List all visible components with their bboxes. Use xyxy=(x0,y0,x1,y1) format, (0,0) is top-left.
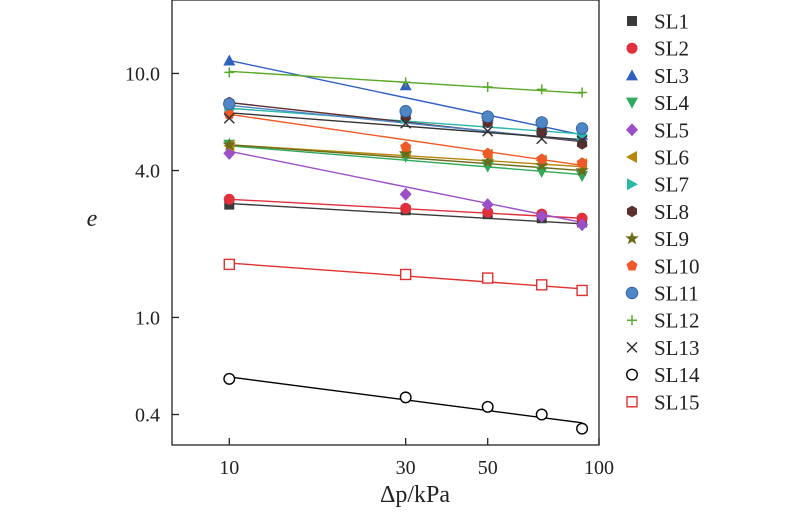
point-sl15 xyxy=(536,279,548,291)
point-sl9 xyxy=(399,146,413,160)
legend-marker-sl6 xyxy=(626,151,637,163)
y-axis-ticks: 0.4 1.0 4.0 10.0 xyxy=(125,63,179,427)
point-sl5 xyxy=(399,187,412,201)
legend-label-sl2: SL2 xyxy=(654,37,689,61)
x-tick-label: 50 xyxy=(478,457,498,479)
x-tick-label: 10 xyxy=(219,457,239,479)
point-sl5 xyxy=(481,198,494,212)
point-sl12 xyxy=(536,84,547,95)
fit-line-sl10 xyxy=(229,113,583,167)
legend-marker-sl3 xyxy=(626,69,638,81)
legend-marker-sl11 xyxy=(625,286,639,300)
point-sl15 xyxy=(482,272,494,284)
point-sl14 xyxy=(223,372,236,385)
legend-marker-sl15 xyxy=(626,396,638,408)
y-tick-label: 0.4 xyxy=(135,405,160,427)
point-sl12 xyxy=(400,77,411,88)
point-sl14 xyxy=(481,400,494,413)
legend-label-sl3: SL3 xyxy=(654,64,689,88)
legend-label-sl10: SL10 xyxy=(654,254,700,278)
point-sl10 xyxy=(482,147,494,159)
point-sl12 xyxy=(482,81,493,92)
legend-label-sl12: SL12 xyxy=(654,309,700,333)
point-sl14 xyxy=(535,408,548,421)
point-sl5 xyxy=(535,209,548,223)
legend-label-sl13: SL13 xyxy=(654,336,700,360)
point-sl2 xyxy=(482,206,494,218)
legend-label-sl1: SL1 xyxy=(654,10,689,34)
legend-marker-sl8 xyxy=(627,205,637,218)
x-tick-label: 30 xyxy=(396,457,416,479)
legend: SL1 SL2 SL3 SL4 SL5 SL6 SL7 SL8 SL9 SL10 SL11 SL12 S… xyxy=(625,10,700,414)
point-sl2 xyxy=(223,193,235,205)
point-sl9 xyxy=(222,137,236,151)
legend-label-sl15: SL15 xyxy=(654,390,700,414)
plot-area xyxy=(171,0,600,446)
point-sl11 xyxy=(399,105,412,118)
point-sl13 xyxy=(223,112,235,124)
point-sl3 xyxy=(223,54,236,66)
point-sl14 xyxy=(399,391,412,404)
point-sl15 xyxy=(223,258,235,271)
point-sl15 xyxy=(399,268,412,281)
point-sl13 xyxy=(400,117,412,129)
x-axis-title: Δp/kPa xyxy=(380,482,450,508)
legend-label-sl14: SL14 xyxy=(654,363,700,387)
legend-marker-sl7 xyxy=(627,178,638,191)
legend-marker-sl5 xyxy=(626,123,638,137)
point-sl14 xyxy=(576,422,589,435)
legend-label-sl7: SL7 xyxy=(654,173,689,197)
point-sl8 xyxy=(577,138,588,150)
point-sl8 xyxy=(536,125,547,137)
fit-line-sl3 xyxy=(229,59,583,136)
legend-label-sl9: SL9 xyxy=(654,227,689,251)
legend-marker-sl14 xyxy=(626,368,639,381)
point-sl11 xyxy=(223,97,236,111)
point-sl11 xyxy=(481,110,494,123)
point-sl13 xyxy=(576,135,588,147)
fit-line-sl5 xyxy=(229,150,583,224)
legend-label-sl8: SL8 xyxy=(654,200,689,224)
y-tick-label: 4.0 xyxy=(135,161,160,183)
legend-marker-sl13 xyxy=(626,341,638,353)
plot-frame xyxy=(171,0,600,446)
legend-label-sl11: SL11 xyxy=(654,282,699,306)
point-sl12 xyxy=(224,67,235,78)
point-sl10 xyxy=(576,157,588,168)
legend-marker-sl2 xyxy=(626,42,638,54)
y-axis-title: e xyxy=(87,206,98,232)
fit-line-sl13 xyxy=(229,112,583,141)
x-axis-ticks: 10 30 50 100 xyxy=(219,438,614,479)
point-sl13 xyxy=(482,125,494,137)
point-sl12 xyxy=(577,87,588,98)
point-sl10 xyxy=(400,141,412,152)
point-sl9 xyxy=(535,158,549,171)
markers xyxy=(222,54,589,435)
point-sl5 xyxy=(576,218,589,232)
legend-marker-sl10 xyxy=(626,260,638,271)
x-tick-label: 100 xyxy=(584,457,614,479)
point-sl2 xyxy=(400,202,412,214)
legend-label-sl6: SL6 xyxy=(654,146,689,170)
point-sl9 xyxy=(481,154,495,168)
legend-label-sl4: SL4 xyxy=(654,91,690,115)
y-tick-label: 10.0 xyxy=(125,63,160,85)
legend-label-sl5: SL5 xyxy=(654,118,689,142)
legend-marker-sl9 xyxy=(625,231,639,245)
y-tick-label: 1.0 xyxy=(135,307,160,329)
legend-marker-sl12 xyxy=(627,315,637,326)
point-sl13 xyxy=(536,133,548,145)
point-sl11 xyxy=(575,122,589,135)
legend-marker-sl4 xyxy=(626,97,638,109)
point-sl9 xyxy=(575,163,589,177)
point-sl10 xyxy=(536,153,548,164)
point-sl4 xyxy=(535,166,548,178)
legend-marker-sl1 xyxy=(627,16,637,26)
point-sl15 xyxy=(576,284,588,297)
point-sl11 xyxy=(535,116,548,129)
